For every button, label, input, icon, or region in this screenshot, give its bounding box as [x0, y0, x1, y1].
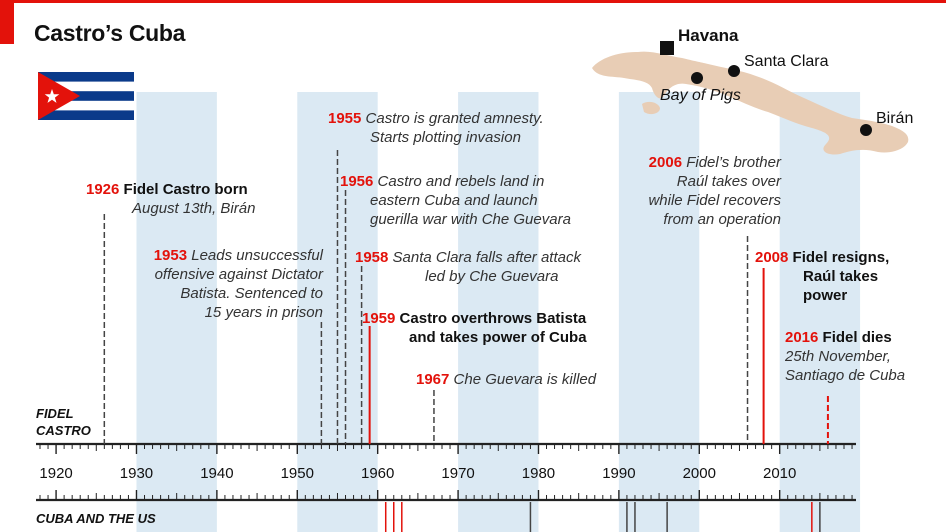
- axis-label-1940: 1940: [200, 465, 233, 482]
- santa-clara-marker-icon: [728, 65, 740, 77]
- cuba-flag-icon: [38, 72, 134, 120]
- axis-label-1930: 1930: [120, 465, 153, 482]
- decade-band-1990: [618, 92, 700, 532]
- event-2008: 2008 Fidel resigns, Raúl takes power: [755, 249, 890, 304]
- map-label-santa-clara: Santa Clara: [744, 53, 829, 70]
- axis-label-1970: 1970: [441, 465, 474, 482]
- decade-band-1930: [136, 92, 217, 532]
- page-title: Castro’s Cuba: [34, 20, 186, 46]
- havana-marker-icon: [660, 41, 674, 55]
- axis-label-2010: 2010: [763, 465, 796, 482]
- bay-of-pigs-marker-icon: [691, 72, 703, 84]
- map-label-havana: Havana: [678, 26, 739, 45]
- axis-label-1950: 1950: [281, 465, 314, 482]
- map-label-biran: Birán: [876, 110, 914, 127]
- axis-label-1920: 1920: [39, 465, 72, 482]
- red-corner-tab: [0, 0, 14, 44]
- isla-de-la-juventud: [642, 101, 660, 115]
- axis-label-2000: 2000: [683, 465, 716, 482]
- event-2016: 2016 Fidel dies 25th November, Santiago …: [785, 329, 906, 384]
- event-1967: 1967 Che Guevara is killed: [416, 371, 597, 388]
- event-1953: 1953 Leads unsuccessful offensive agains…: [153, 247, 323, 321]
- event-1926: 1926 Fidel Castro born August 13th, Birá…: [86, 181, 256, 217]
- event-1955: 1955 Castro is granted amnesty. Starts p…: [328, 110, 544, 146]
- top-accent-bar: [0, 0, 946, 3]
- event-2006: 2006 Fidel’s brother Raúl takes over whi…: [648, 154, 781, 228]
- cuba-map: [592, 41, 909, 155]
- axis-label-1980: 1980: [522, 465, 555, 482]
- event-1958: 1958 Santa Clara falls after attack led …: [355, 249, 581, 285]
- section-label-cuba-and-the-us: CUBA AND THE US: [36, 511, 156, 526]
- cuba-island-shape: [592, 51, 909, 155]
- event-1956: 1956 Castro and rebels land in eastern C…: [340, 173, 571, 228]
- axis-label-1990: 1990: [602, 465, 635, 482]
- event-1959: 1959 Castro overthrows Batista and takes…: [362, 310, 587, 346]
- map-label-bay-of-pigs: Bay of Pigs: [660, 87, 741, 104]
- decade-band-1970: [458, 92, 539, 532]
- axis-label-1960: 1960: [361, 465, 394, 482]
- biran-marker-icon: [860, 124, 872, 136]
- section-label-fidel-castro: FIDEL CASTRO: [36, 406, 91, 438]
- decade-band-2010: [779, 92, 861, 532]
